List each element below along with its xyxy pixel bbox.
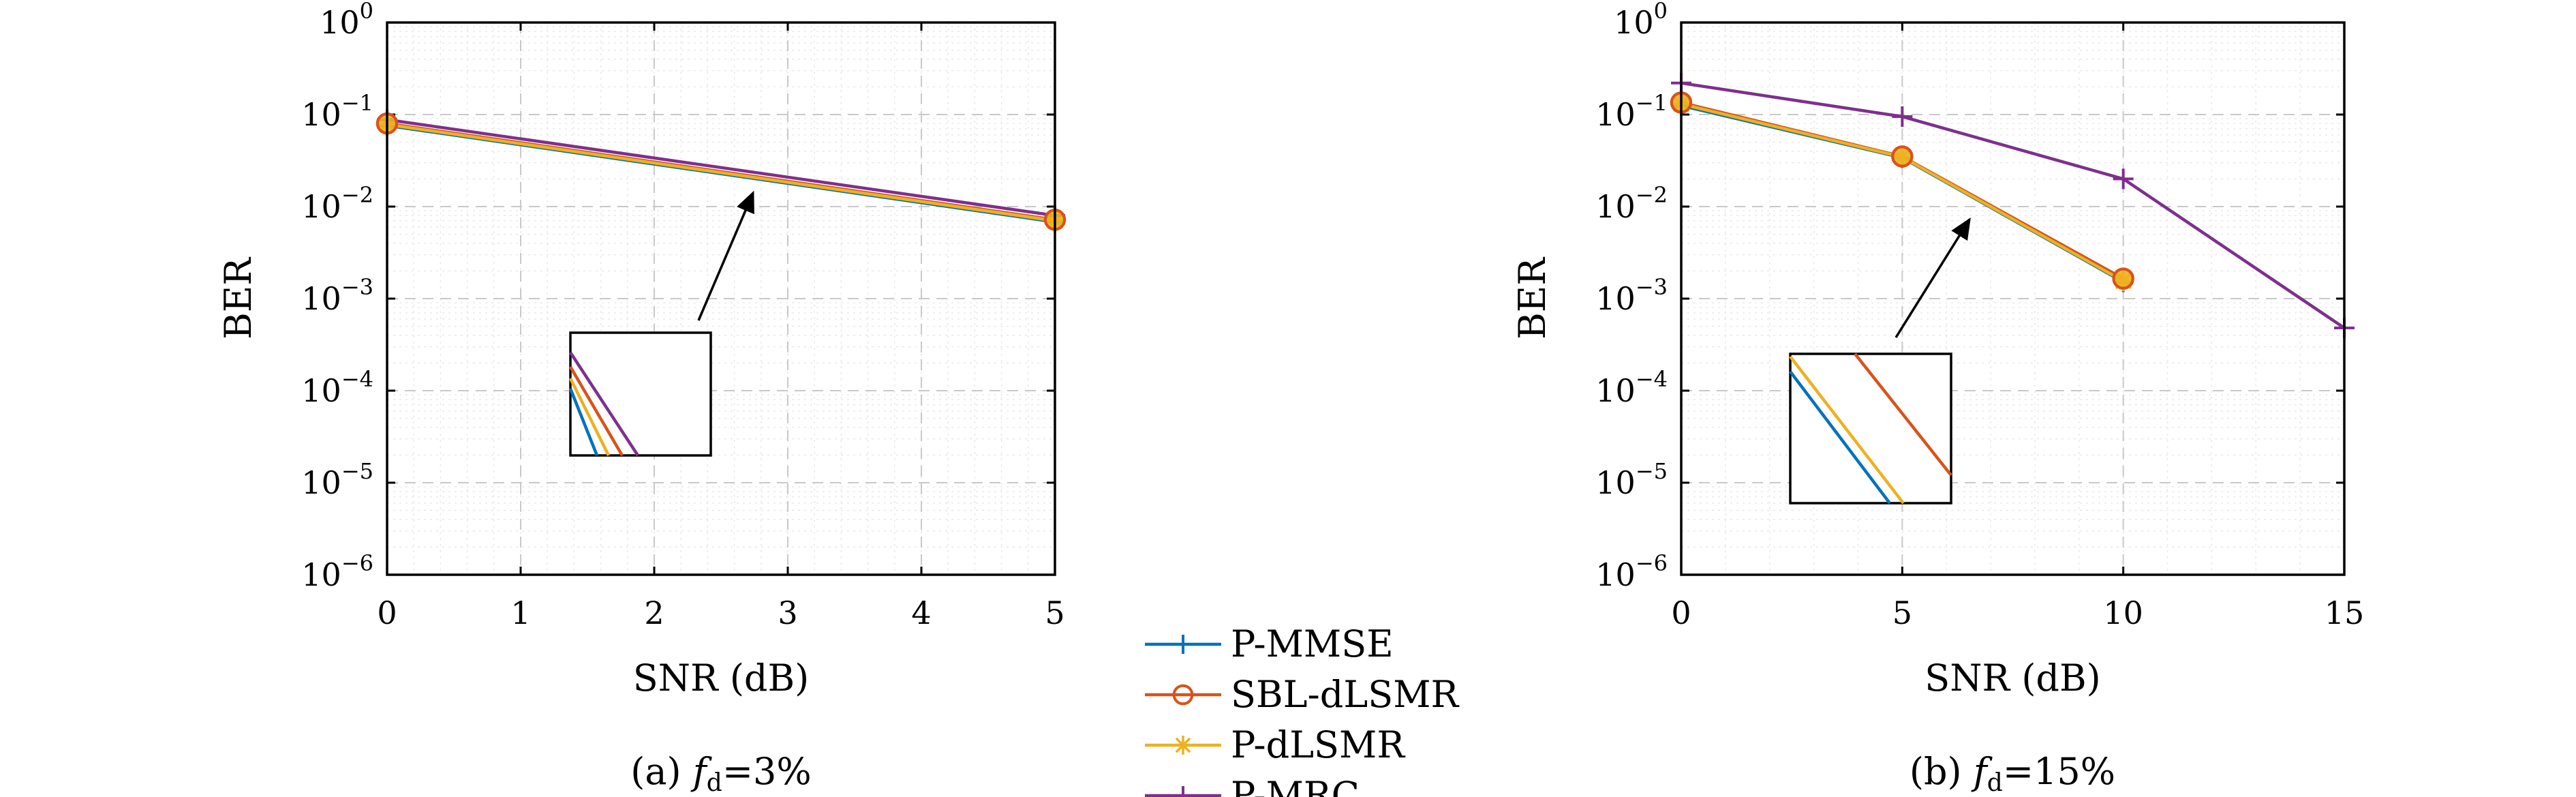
x-tick-label: 5 [1045,595,1064,631]
zoom-inset-box [1789,352,1952,505]
legend-marker [1174,736,1193,755]
zoom-inset-line-p-mrc [569,351,639,457]
legend-entry-p-dlsmr: P-dLSMR [1145,723,1405,766]
y-tick-label: 100 [1614,0,1668,41]
legend-marker [1174,786,1193,797]
legend-label: P-MMSE [1231,622,1394,665]
y-tick-label: 10−1 [301,90,373,133]
legend: P-MMSE SBL-dLSMR P-dLSMR P-MRC [1145,622,1459,797]
x-tick-label: 15 [2325,595,2365,631]
legend-marker [1174,635,1193,654]
point-p-mrc [1892,106,1913,127]
legend-entry-sbl-dlsmr: SBL-dLSMR [1145,673,1459,716]
series-line-p-dlsmr [386,123,1056,223]
legend-entry-p-mrc: P-MRC [1145,774,1360,797]
y-tick-label: 10−6 [301,550,373,593]
zoom-inset-line-p-mmse [568,388,599,456]
y-tick-label: 10−5 [1595,458,1668,501]
point-sbl-dlsmr-fill [1891,145,1914,168]
y-axis-label: BER [217,257,260,340]
legend-label: P-MRC [1231,774,1360,797]
panel-caption: (b) fd=15% [1910,750,2115,797]
panel-a: 0 1 2 3 4 5 100 10−1 10−2 10−3 10−4 10−5 10−6 SNR (dB… [217,0,1067,797]
x-tick-label: 3 [778,595,797,631]
y-tick-label: 10−1 [1595,90,1668,133]
zoom-inset-line-sbl-dlsmr [569,365,624,457]
y-tick-label: 10−3 [1595,274,1668,317]
y-tick-label: 100 [320,0,373,41]
x-tick-label: 0 [1671,595,1691,631]
legend-marker [1172,684,1194,706]
point-p-mrc [2113,168,2134,190]
y-tick-label: 10−6 [1595,550,1668,593]
point-sbl-dlsmr-fill [2112,267,2134,290]
zoom-arrow [697,190,754,321]
legend-entry-p-mmse: P-MMSE [1145,622,1394,665]
legend-label: P-dLSMR [1231,723,1405,766]
y-tick-label: 10−5 [301,458,373,501]
zoom-inset-line-p-dlsmr [1789,355,1905,505]
x-tick-label: 5 [1892,595,1912,631]
x-axis-label: SNR (dB) [633,657,809,700]
y-tick-label: 10−4 [1595,366,1668,409]
panel-caption: (a) fd=3% [630,750,811,797]
axes-frame [1680,21,2346,576]
y-tick-label: 10−3 [301,274,373,317]
x-tick-label: 0 [377,595,397,631]
x-axis-label: SNR (dB) [1925,657,2100,700]
x-tick-label: 1 [510,595,530,631]
zoom-inset-box [569,331,712,457]
axes-frame [386,21,1056,576]
zoom-inset-line-p-mmse [1789,370,1891,505]
panel-b: 0 5 10 15 100 10−1 10−2 10−3 10−4 10−5 10−6 SNR (dB… [1511,0,2364,797]
series-line-p-mrc [386,118,1056,217]
series-line-p-mrc [1681,81,2346,329]
y-tick-label: 10−2 [1595,182,1668,225]
zoom-arrow [1895,217,1971,338]
legend-label: SBL-dLSMR [1231,673,1459,716]
y-axis-label: BER [1511,257,1554,340]
y-tick-label: 10−2 [301,182,373,225]
y-tick-label: 10−4 [301,366,373,409]
zoom-inset-line-sbl-dlsmr [1854,352,1952,477]
x-tick-label: 2 [644,595,664,631]
x-tick-label: 10 [2103,595,2143,631]
x-tick-label: 4 [911,595,931,631]
zoom-inset-line-p-dlsmr [568,378,611,456]
